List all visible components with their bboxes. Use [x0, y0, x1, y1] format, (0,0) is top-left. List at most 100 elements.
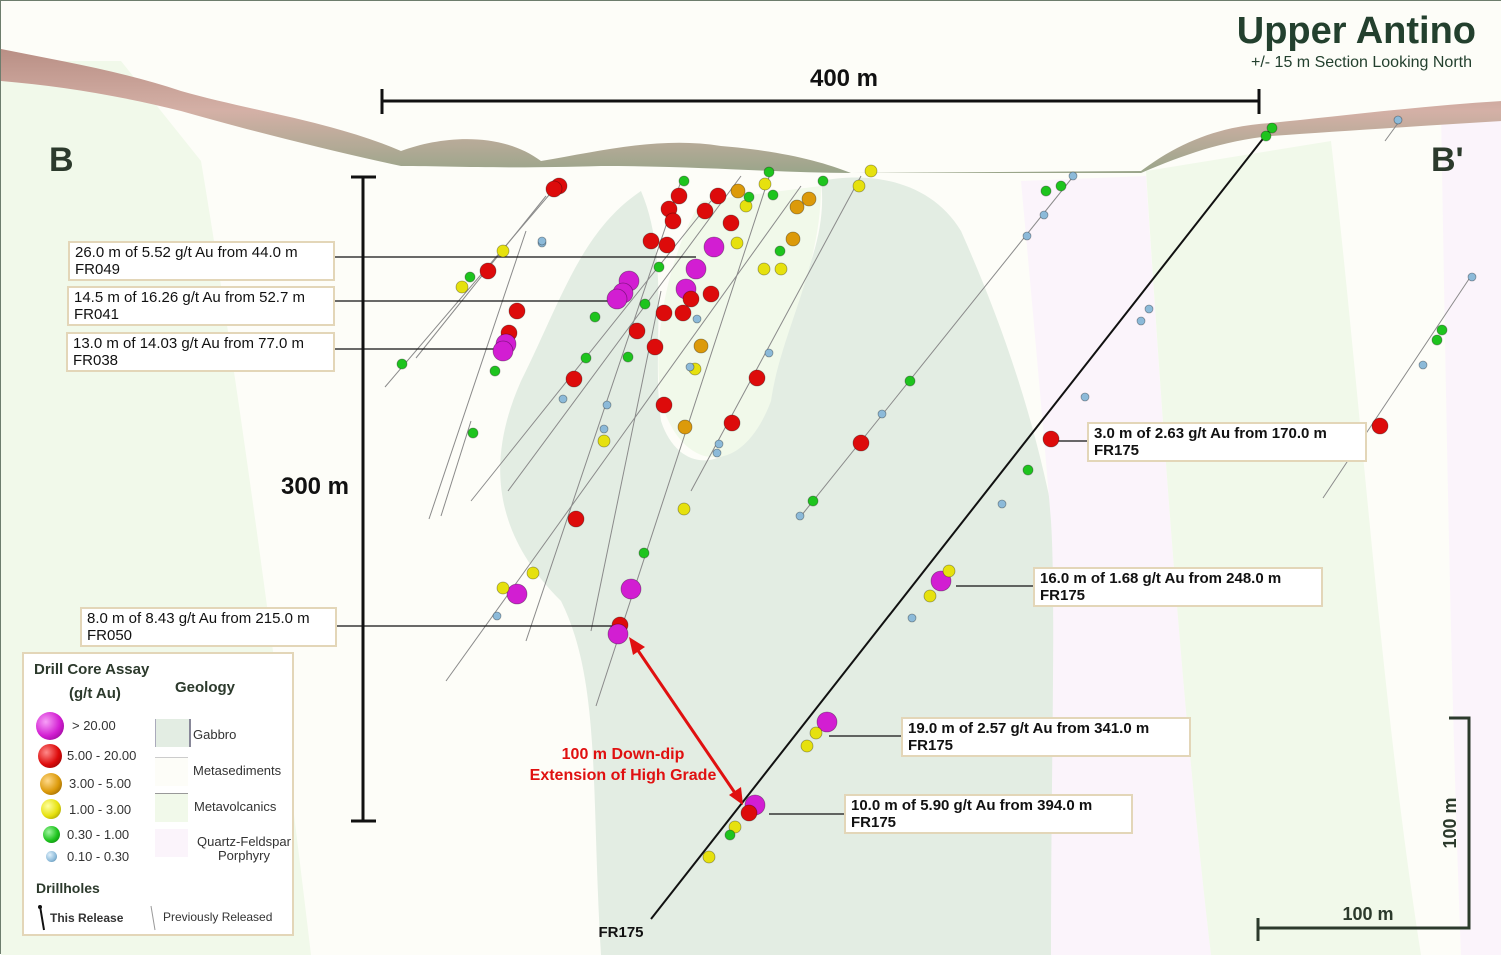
assay-sphere-gt20 — [607, 623, 629, 645]
legend-sphere-3-5 — [40, 773, 62, 795]
intercept-hole: FR175 — [1040, 587, 1086, 604]
legend-swatch-metavolcanics — [155, 793, 188, 822]
intercept-hole: FR175 — [851, 814, 897, 831]
intercept-text: 14.5 m of 16.26 g/t Au from 52.7 m — [74, 289, 305, 306]
intercept-callout-fr038: 13.0 m of 14.03 g/t Au from 77.0 m FR038 — [66, 332, 335, 372]
previously-released-line-icon — [150, 905, 156, 931]
legend-label-03-1: 0.30 - 1.00 — [67, 827, 130, 842]
legend-label-3-5: 3.00 - 5.00 — [69, 776, 132, 791]
assay-sphere-5-20 — [709, 187, 727, 205]
metavolcanics-right — [1146, 141, 1421, 955]
legend-swatch-metasediments — [155, 757, 188, 786]
assay-sphere-5-20 — [723, 414, 741, 432]
intercept-callout-fr175-394m: 10.0 m of 5.90 g/t Au from 394.0 m FR175 — [844, 794, 1133, 834]
assay-sphere-03-1 — [622, 351, 634, 363]
drillholes-previous — [384, 118, 1472, 707]
assay-sphere-1-3 — [774, 262, 788, 276]
assay-sphere-5-20 — [748, 369, 766, 387]
legend-assay-title: Drill Core Assay — [34, 661, 150, 678]
assay-sphere-gt20 — [606, 288, 628, 310]
assay-sphere-03-1 — [589, 311, 601, 323]
intercept-callout-fr041: 14.5 m of 16.26 g/t Au from 52.7 m FR041 — [67, 286, 335, 326]
assay-sphere-03-1 — [1260, 130, 1272, 142]
assay-sphere-3-5 — [801, 191, 817, 207]
legend-label-porphyry: Quartz-Feldspar Porphyry — [197, 834, 291, 863]
intercept-hole: FR050 — [87, 627, 133, 644]
assay-sphere-1-3 — [728, 820, 742, 834]
assay-sphere-5-20 — [696, 202, 714, 220]
drillhole-previous — [595, 170, 772, 707]
assay-sphere-01-03 — [1022, 231, 1032, 241]
assay-sphere-03-1 — [724, 829, 736, 841]
legend-swatch-porphyry — [155, 829, 188, 857]
drillhole-fr175 — [650, 125, 1274, 920]
assay-sphere-5-20 — [670, 187, 688, 205]
legend-sphere-gt20 — [36, 712, 64, 740]
assay-sphere-01-03 — [712, 448, 722, 458]
assay-sphere-3-5 — [677, 419, 693, 435]
assay-sphere-03-1 — [817, 175, 829, 187]
assay-sphere-03-1 — [467, 427, 479, 439]
assay-sphere-3-5 — [789, 199, 805, 215]
down-dip-arrow — [629, 637, 743, 805]
drillhole-previous — [415, 195, 547, 359]
legend-sphere-5-20 — [38, 744, 62, 768]
assay-sphere-03-1 — [639, 298, 651, 310]
intercept-text: 16.0 m of 1.68 g/t Au from 248.0 m — [1040, 570, 1282, 587]
intercept-text: 19.0 m of 2.57 g/t Au from 341.0 m — [908, 720, 1150, 737]
intercept-hole: FR175 — [1094, 442, 1140, 459]
assay-sphere-03-1 — [763, 166, 775, 178]
assay-sphere-1-3 — [597, 434, 611, 448]
assay-sphere-03-1 — [396, 358, 408, 370]
intercept-text: 26.0 m of 5.52 g/t Au from 44.0 m — [75, 244, 298, 261]
assay-sphere-1-3 — [677, 502, 691, 516]
assay-sphere-03-1 — [1055, 180, 1067, 192]
drillhole-previous — [384, 180, 562, 388]
assay-sphere-5-20 — [1371, 417, 1389, 435]
assay-sphere-1-3 — [526, 566, 540, 580]
assay-sphere-1-3 — [730, 236, 744, 250]
assay-sphere-1-3 — [864, 164, 878, 178]
assay-sphere-5-20 — [545, 180, 563, 198]
drillhole-label-fr175: FR175 — [598, 924, 643, 941]
assay-sphere-1-3 — [923, 589, 937, 603]
assay-sphere-03-1 — [464, 271, 476, 283]
assay-sphere-01-03 — [692, 314, 702, 324]
intercept-text: 13.0 m of 14.03 g/t Au from 77.0 m — [73, 335, 304, 352]
assay-sphere-03-1 — [807, 495, 819, 507]
assay-sphere-01-03 — [558, 394, 568, 404]
assay-sphere-01-03 — [1068, 171, 1078, 181]
legend-assay-units: (g/t Au) — [69, 685, 121, 702]
assay-sphere-03-1 — [767, 189, 779, 201]
assay-sphere-01-03 — [877, 409, 887, 419]
assay-sphere-1-3 — [455, 280, 469, 294]
assay-sphere-01-03 — [537, 236, 547, 246]
assay-sphere-5-20 — [655, 396, 673, 414]
drillhole-previous — [428, 230, 527, 520]
assay-sphere-5-20 — [628, 322, 646, 340]
assay-sphere-3-5 — [785, 231, 801, 247]
intercept-text: 10.0 m of 5.90 g/t Au from 394.0 m — [851, 797, 1093, 814]
legend-label-gabbro: Gabbro — [193, 727, 237, 742]
intercept-text: 3.0 m of 2.63 g/t Au from 170.0 m — [1094, 425, 1327, 442]
assay-sphere-01-03 — [714, 439, 724, 449]
assay-sphere-01-03 — [1467, 272, 1477, 282]
legend-sphere-1-3 — [41, 799, 61, 819]
drillhole-previous — [690, 175, 862, 492]
assay-sphere-03-1 — [580, 352, 592, 364]
assay-sphere-03-1 — [638, 547, 650, 559]
assay-sphere-5-20 — [722, 214, 740, 232]
assay-sphere-5-20 — [664, 212, 682, 230]
assay-sphere-03-1 — [904, 375, 916, 387]
assay-sphere-1-3 — [852, 179, 866, 193]
intercept-callout-fr175-341m: 19.0 m of 2.57 g/t Au from 341.0 m FR175 — [901, 717, 1191, 757]
scale-bar-100m-corner — [1256, 716, 1471, 941]
assay-sphere-03-1 — [489, 365, 501, 377]
figure-subtitle: +/- 15 m Section Looking North — [1251, 54, 1472, 71]
section-label-b-prime: B' — [1431, 141, 1464, 179]
assay-sphere-gt20 — [492, 340, 514, 362]
assay-sphere-03-1 — [678, 175, 690, 187]
assay-sphere-01-03 — [997, 499, 1007, 509]
legend-label-previously-released: Previously Released — [163, 910, 273, 924]
